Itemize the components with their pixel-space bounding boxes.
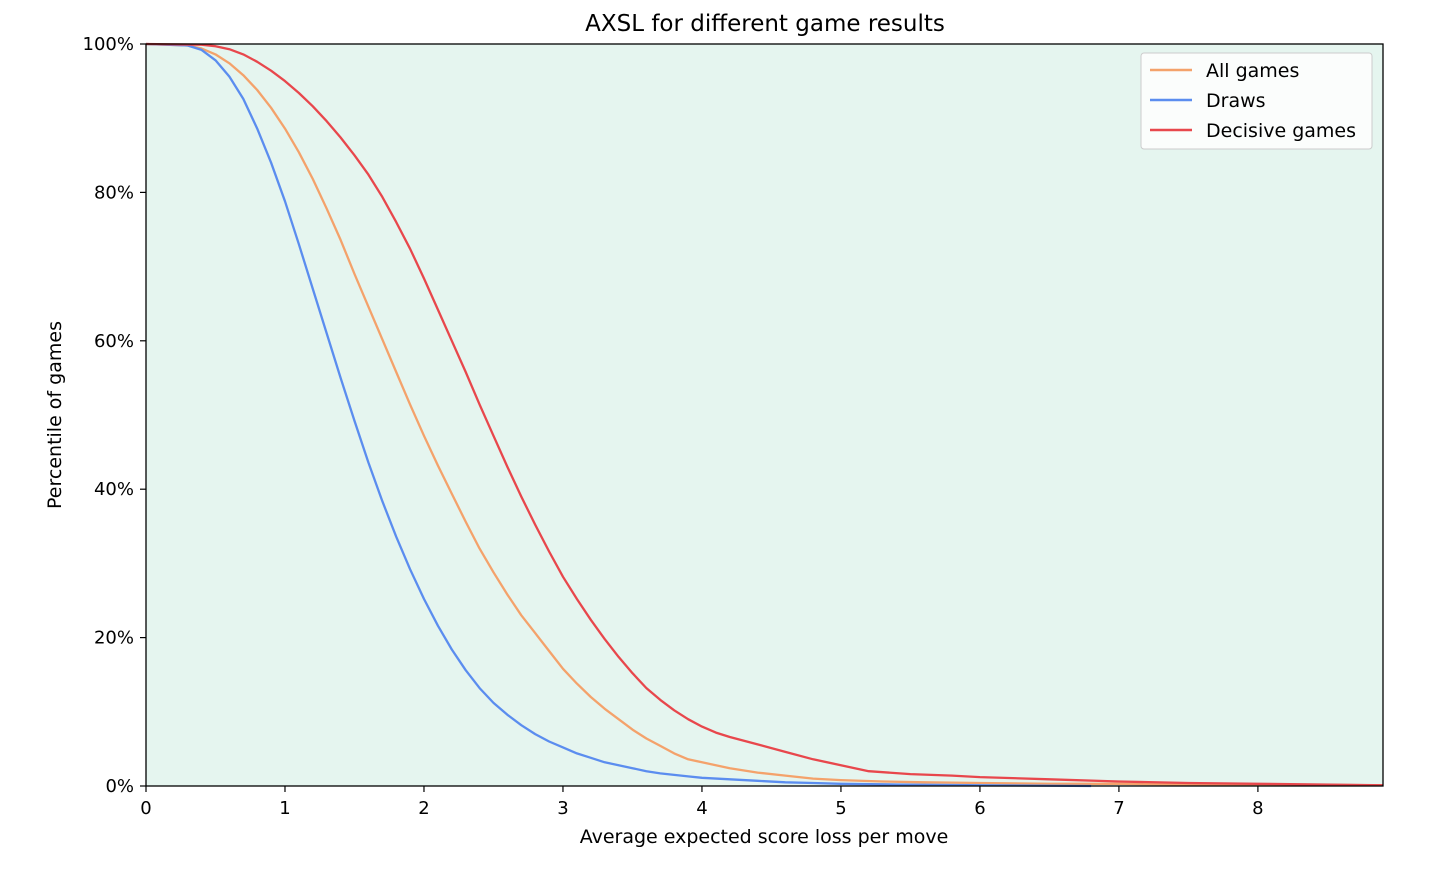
y-axis: 0% 20% 40% 60% 80% 100% — [83, 34, 146, 797]
x-tick-label: 3 — [557, 798, 568, 819]
legend-label-decisive-games: Decisive games — [1206, 120, 1356, 142]
y-tick-label: 100% — [83, 34, 134, 55]
y-tick-label: 20% — [94, 628, 134, 649]
y-tick-label: 60% — [94, 331, 134, 352]
plot-area — [146, 44, 1383, 786]
series-line-draws — [145, 42, 1092, 788]
x-tick-label: 6 — [974, 798, 985, 819]
series-line-all-games — [145, 42, 1384, 787]
x-tick-label: 7 — [1113, 798, 1124, 819]
x-axis: 0 1 2 3 4 5 6 7 8 — [140, 786, 1264, 819]
x-tick-label: 1 — [279, 798, 290, 819]
y-tick-label: 40% — [94, 479, 134, 500]
series-layer — [145, 42, 1384, 788]
legend-label-draws: Draws — [1206, 90, 1266, 112]
x-tick-label: 4 — [696, 798, 707, 819]
y-tick-label: 80% — [94, 182, 134, 203]
x-tick-label: 5 — [835, 798, 846, 819]
legend-label-all-games: All games — [1206, 60, 1299, 82]
x-tick-label: 2 — [418, 798, 429, 819]
x-tick-label: 0 — [140, 798, 151, 819]
chart-title: AXSL for different game results — [585, 11, 945, 37]
y-axis-label: Percentile of games — [44, 321, 66, 509]
y-tick-label: 0% — [105, 776, 134, 797]
x-axis-label: Average expected score loss per move — [580, 826, 949, 848]
plot-frame — [145, 43, 1384, 787]
series-line-decisive-games — [145, 42, 1384, 787]
legend-box — [1140, 52, 1373, 150]
legend: All games Draws Decisive games — [1140, 52, 1373, 150]
x-tick-label: 8 — [1252, 798, 1263, 819]
